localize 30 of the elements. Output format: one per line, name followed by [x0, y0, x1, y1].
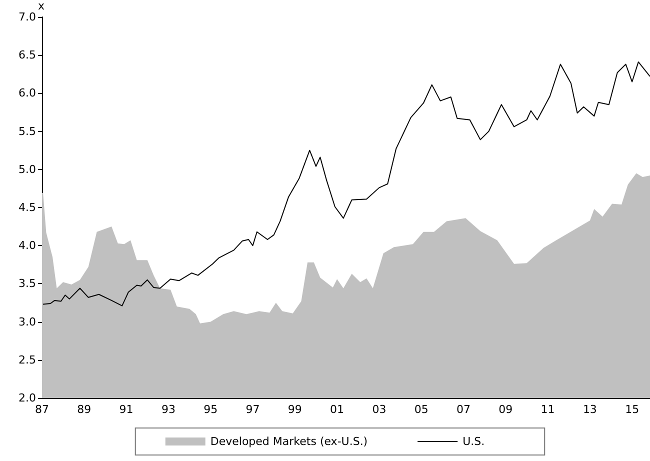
legend-label: Developed Markets (ex-U.S.) — [210, 435, 368, 448]
x-tick-label: 03 — [372, 403, 386, 416]
y-tick-label: 3.0 — [18, 315, 36, 328]
x-tick-label: 87 — [35, 403, 49, 416]
y-tick-label: 2.0 — [18, 392, 36, 404]
x-tick-label: 89 — [77, 403, 92, 416]
y-tick-label: 5.5 — [18, 124, 36, 138]
x-tick-label: 07 — [456, 403, 470, 416]
y-tick-label: 6.0 — [18, 86, 36, 100]
x-tick-label: 93 — [161, 403, 176, 416]
y-tick-label: 6.5 — [18, 48, 36, 62]
x-tick-label: 05 — [414, 403, 428, 416]
y-tick-label: 4.5 — [18, 201, 36, 214]
x-tick-label: 11 — [540, 403, 555, 416]
x-tick-label: 97 — [246, 403, 260, 416]
x-tick-label: 99 — [288, 403, 302, 416]
x-tick-label: 15 — [625, 403, 640, 416]
x-tick-label: 13 — [582, 403, 597, 416]
y-tick-label: 5.0 — [18, 162, 36, 176]
x-tick-label: 09 — [498, 403, 513, 416]
y-axis-title: x — [38, 0, 45, 13]
x-tick-label: 91 — [119, 403, 134, 416]
line-series — [42, 61, 650, 306]
x-tick-label: 01 — [330, 403, 344, 416]
y-tick-label: 4.0 — [18, 239, 36, 252]
y-tick-label: 3.5 — [18, 277, 36, 290]
y-tick-label: 7.0 — [18, 10, 36, 24]
y-tick-label: 2.5 — [18, 353, 36, 366]
legend-label: U.S. — [462, 435, 485, 448]
x-tick-label: 95 — [204, 403, 218, 416]
